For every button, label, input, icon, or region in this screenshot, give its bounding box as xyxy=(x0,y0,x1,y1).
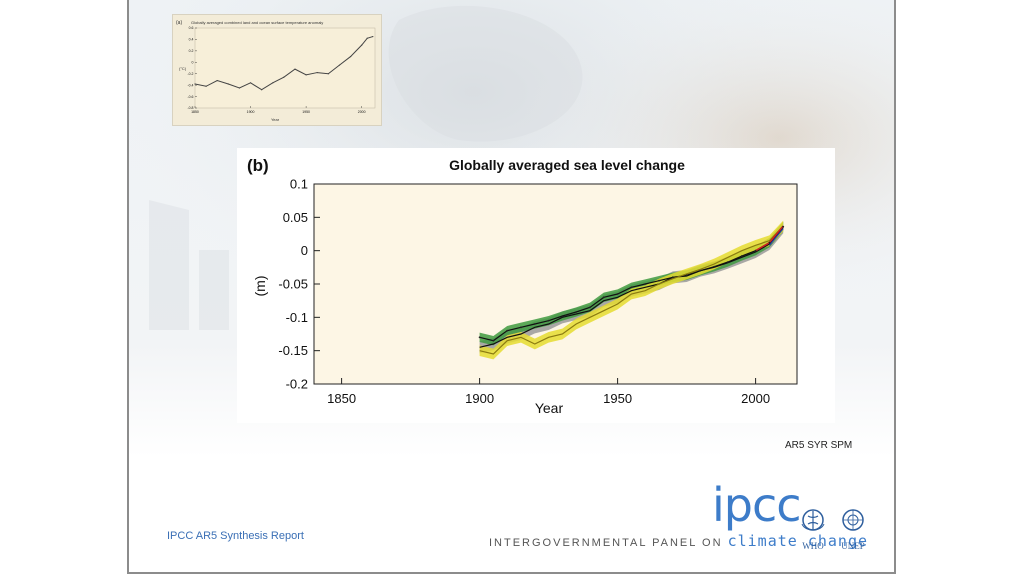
chart-b-panel-label: (b) xyxy=(247,156,269,175)
y-tick-label: 0.4 xyxy=(189,38,194,42)
chart-a-panel: (a) Globally averaged combined land and … xyxy=(172,14,382,126)
y-tick-label: -0.8 xyxy=(187,106,193,110)
data-point xyxy=(305,74,307,76)
data-point xyxy=(372,35,374,38)
series-line-temperature xyxy=(194,36,373,91)
slide: (a) Globally averaged combined land and … xyxy=(127,0,896,574)
y-tick-label: -0.2 xyxy=(187,72,193,76)
who-logo: WHO xyxy=(799,508,827,551)
y-tick-label: -0.1 xyxy=(286,310,308,325)
chart-b-plot-area xyxy=(313,183,798,385)
series-line-blue xyxy=(768,228,784,246)
data-point xyxy=(294,68,296,70)
footer-band xyxy=(129,460,894,572)
data-point xyxy=(685,274,688,277)
source-credit: AR5 SYR SPM xyxy=(785,440,853,451)
uncertainty-band-green xyxy=(479,222,784,346)
data-point xyxy=(547,319,550,322)
who-label: WHO xyxy=(802,541,824,551)
data-point xyxy=(602,296,605,299)
data-point xyxy=(194,83,196,85)
chart-b-panel: (b) Globally averaged sea level change (… xyxy=(237,148,835,423)
y-tick-label: 0.1 xyxy=(290,177,308,192)
data-point xyxy=(671,276,674,279)
data-point xyxy=(561,315,564,317)
data-point xyxy=(616,293,619,295)
ipcc-tagline: INTERGOVERNMENTAL PANEL ON climate chang… xyxy=(489,532,868,550)
data-point xyxy=(699,269,702,272)
unep-label: UNEP xyxy=(841,541,865,551)
data-point xyxy=(506,329,509,332)
data-point xyxy=(327,73,329,75)
report-label: IPCC AR5 Synthesis Report xyxy=(167,530,304,542)
ipcc-tagline-prefix: INTERGOVERNMENTAL PANEL ON xyxy=(489,537,723,549)
x-tick-label: 1950 xyxy=(302,110,310,114)
y-tick-label: -0.2 xyxy=(286,377,308,392)
ipcc-tagline-suffix: climate change xyxy=(727,532,869,550)
data-point xyxy=(575,311,578,313)
data-point xyxy=(478,336,481,339)
data-point xyxy=(533,323,536,325)
y-tick-label: -0.15 xyxy=(278,343,308,358)
y-tick-label: -0.4 xyxy=(187,83,193,87)
data-point xyxy=(261,89,263,91)
chart-b-title: Globally averaged sea level change xyxy=(449,157,685,173)
data-point xyxy=(768,241,771,244)
y-tick-label: -0.05 xyxy=(278,277,308,292)
y-tick-label: -0.6 xyxy=(187,95,193,99)
data-point xyxy=(238,87,241,89)
x-tick-label: 1850 xyxy=(327,391,356,406)
chart-a-xlabel: Year xyxy=(271,117,280,122)
y-tick-label: 0 xyxy=(301,243,308,258)
data-point xyxy=(205,85,207,87)
data-point xyxy=(658,279,660,282)
data-point xyxy=(272,82,274,84)
chart-a-panel-label: (a) xyxy=(176,20,182,26)
ipcc-logo-wordmark: ipcc xyxy=(712,478,802,532)
data-point xyxy=(713,265,716,268)
chart-b-xlabel: Year xyxy=(535,400,564,416)
data-point xyxy=(249,82,252,84)
uncertainty-band-yellow xyxy=(479,220,784,360)
unep-emblem-icon xyxy=(842,509,864,531)
data-point xyxy=(492,339,495,342)
data-point xyxy=(227,83,229,85)
who-emblem-icon xyxy=(801,509,825,531)
x-tick-label: 1850 xyxy=(191,110,199,114)
data-point xyxy=(589,306,591,309)
data-point xyxy=(727,261,729,263)
data-point xyxy=(361,44,363,46)
x-tick-label: 1950 xyxy=(603,391,632,406)
data-point xyxy=(283,76,285,78)
data-point xyxy=(740,255,743,257)
x-tick-label: 2000 xyxy=(358,110,366,114)
x-tick-label: 1900 xyxy=(247,110,255,114)
data-point xyxy=(366,37,368,39)
data-point xyxy=(754,249,757,252)
y-tick-label: 0.6 xyxy=(189,26,194,30)
chart-a-title: Globally averaged combined land and ocea… xyxy=(191,20,323,25)
unep-logo: UNEP xyxy=(839,508,867,551)
y-tick-label: 0 xyxy=(192,61,194,65)
x-tick-label: 2000 xyxy=(741,391,770,406)
data-point xyxy=(630,286,633,289)
data-point xyxy=(644,283,647,285)
data-point xyxy=(316,71,318,74)
data-point xyxy=(216,79,218,82)
chart-b-ylabel: (m) xyxy=(252,276,268,297)
y-tick-label: 0.2 xyxy=(189,49,194,53)
chart-a-plot-area xyxy=(194,27,376,109)
series-line-yellow-mean xyxy=(479,225,784,355)
data-point xyxy=(349,55,352,58)
x-tick-label: 1900 xyxy=(465,391,494,406)
chart-a-ylabel: (°C) xyxy=(179,66,187,71)
series-line-black xyxy=(479,226,784,348)
data-point xyxy=(338,64,341,66)
data-point xyxy=(520,326,522,329)
data-point xyxy=(782,225,785,228)
y-tick-label: 0.05 xyxy=(283,210,308,225)
